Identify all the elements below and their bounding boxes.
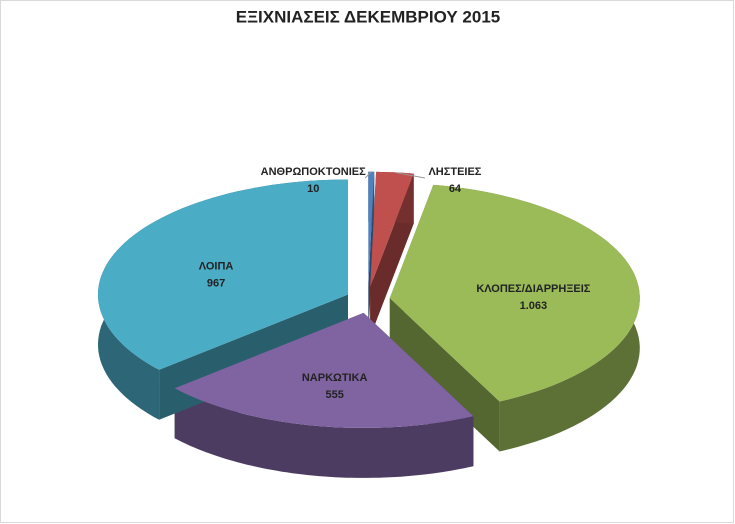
slice-label: ΛΗΣΤΕΙΕΣ [428,166,481,178]
value-label: 967 [207,278,225,290]
slice [174,312,474,428]
slice [98,179,348,370]
value-label: 64 [449,183,462,195]
slice [389,184,640,402]
slice-wall [389,298,500,452]
labels: ΑΝΘΡΩΠΟΚΤΟΝΙΕΣ 10 ΛΗΣΤΕΙΕΣ 64 ΚΛΟΠΕΣ/ΔΙΑΡΡΗΞ… [199,166,591,401]
leader-line [364,171,372,179]
value-label: 10 [307,183,319,195]
slice-label: ΛΟΙΠΑ [199,261,234,273]
leader-line [394,171,426,179]
value-label: 555 [326,389,344,401]
slice-label: ΚΛΟΠΕΣ/ΔΙΑΡΡΗΞΕΙΣ [476,283,590,295]
slice [370,171,414,287]
slice-label: ΑΝΘΡΩΠΟΚΤΟΝΙΕΣ [261,166,366,178]
value-label: 1.063 [520,300,548,312]
chart-title: ΕΞΙΧΝΙΑΣΕΙΣ ΔΕΚΕΜΒΡΙΟΥ 2015 [236,7,500,26]
slice-label: ΝΑΡΚΩΤΙΚΑ [302,372,368,384]
slice-tops [98,171,640,428]
slice [368,171,375,287]
slice-side [174,388,474,478]
